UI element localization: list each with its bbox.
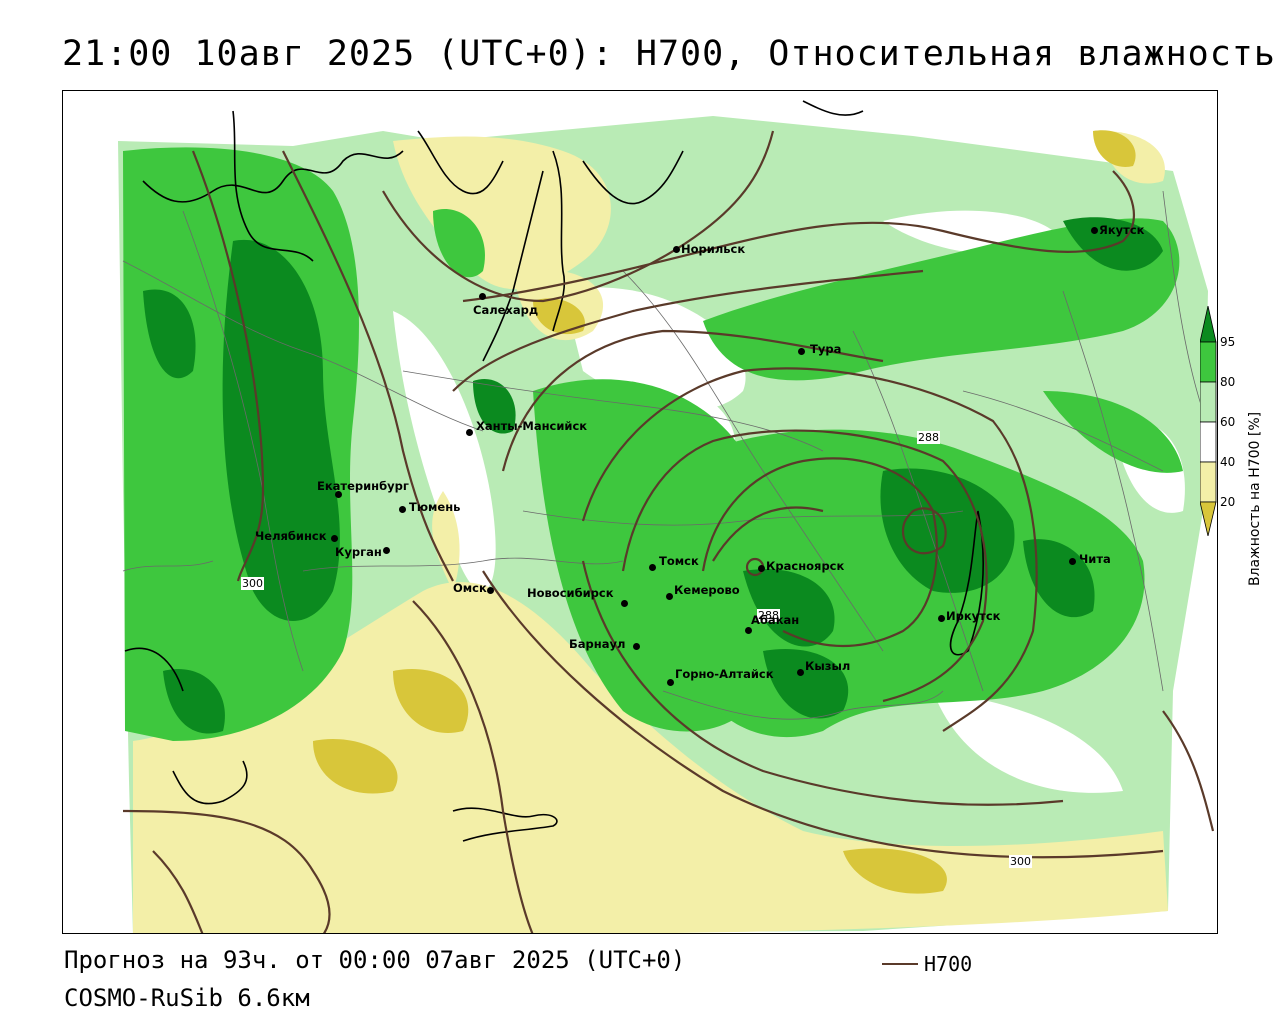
forecast-info: Прогноз на 93ч. от 00:00 07авг 2025 (UTC…	[64, 946, 686, 974]
map-canvas	[63, 91, 1217, 933]
model-name: COSMO-RuSib 6.6км	[64, 984, 310, 1012]
humidity-colorbar: 95 80 60 40 20	[1200, 306, 1235, 536]
colorbar-tick: 95	[1220, 335, 1236, 349]
colorbar-title: Влажность на H700 [%]	[1247, 411, 1263, 586]
contour-legend-label: H700	[924, 952, 973, 976]
isoline-label: 300	[1009, 855, 1032, 868]
colorbar-tick: 40	[1220, 455, 1236, 469]
dry-region-south	[133, 582, 1168, 933]
isoline-label: 288	[917, 431, 940, 444]
isoline-label: 288	[757, 609, 780, 622]
h700-contours	[122, 130, 1215, 933]
forecast-map[interactable]: 288 288 300 300 Норильск Якутск Салехард…	[62, 90, 1218, 934]
coastline	[124, 100, 984, 842]
colorbar-tick: 20	[1220, 495, 1236, 509]
colorbar-tick: 80	[1220, 375, 1236, 389]
contour-line-swatch	[882, 963, 918, 965]
contour-legend: H700	[882, 952, 972, 976]
isoline-label: 300	[241, 577, 264, 590]
map-title: 21:00 10авг 2025 (UTC+0): H700, Относите…	[62, 34, 1276, 74]
colorbar-tick: 60	[1220, 415, 1236, 429]
